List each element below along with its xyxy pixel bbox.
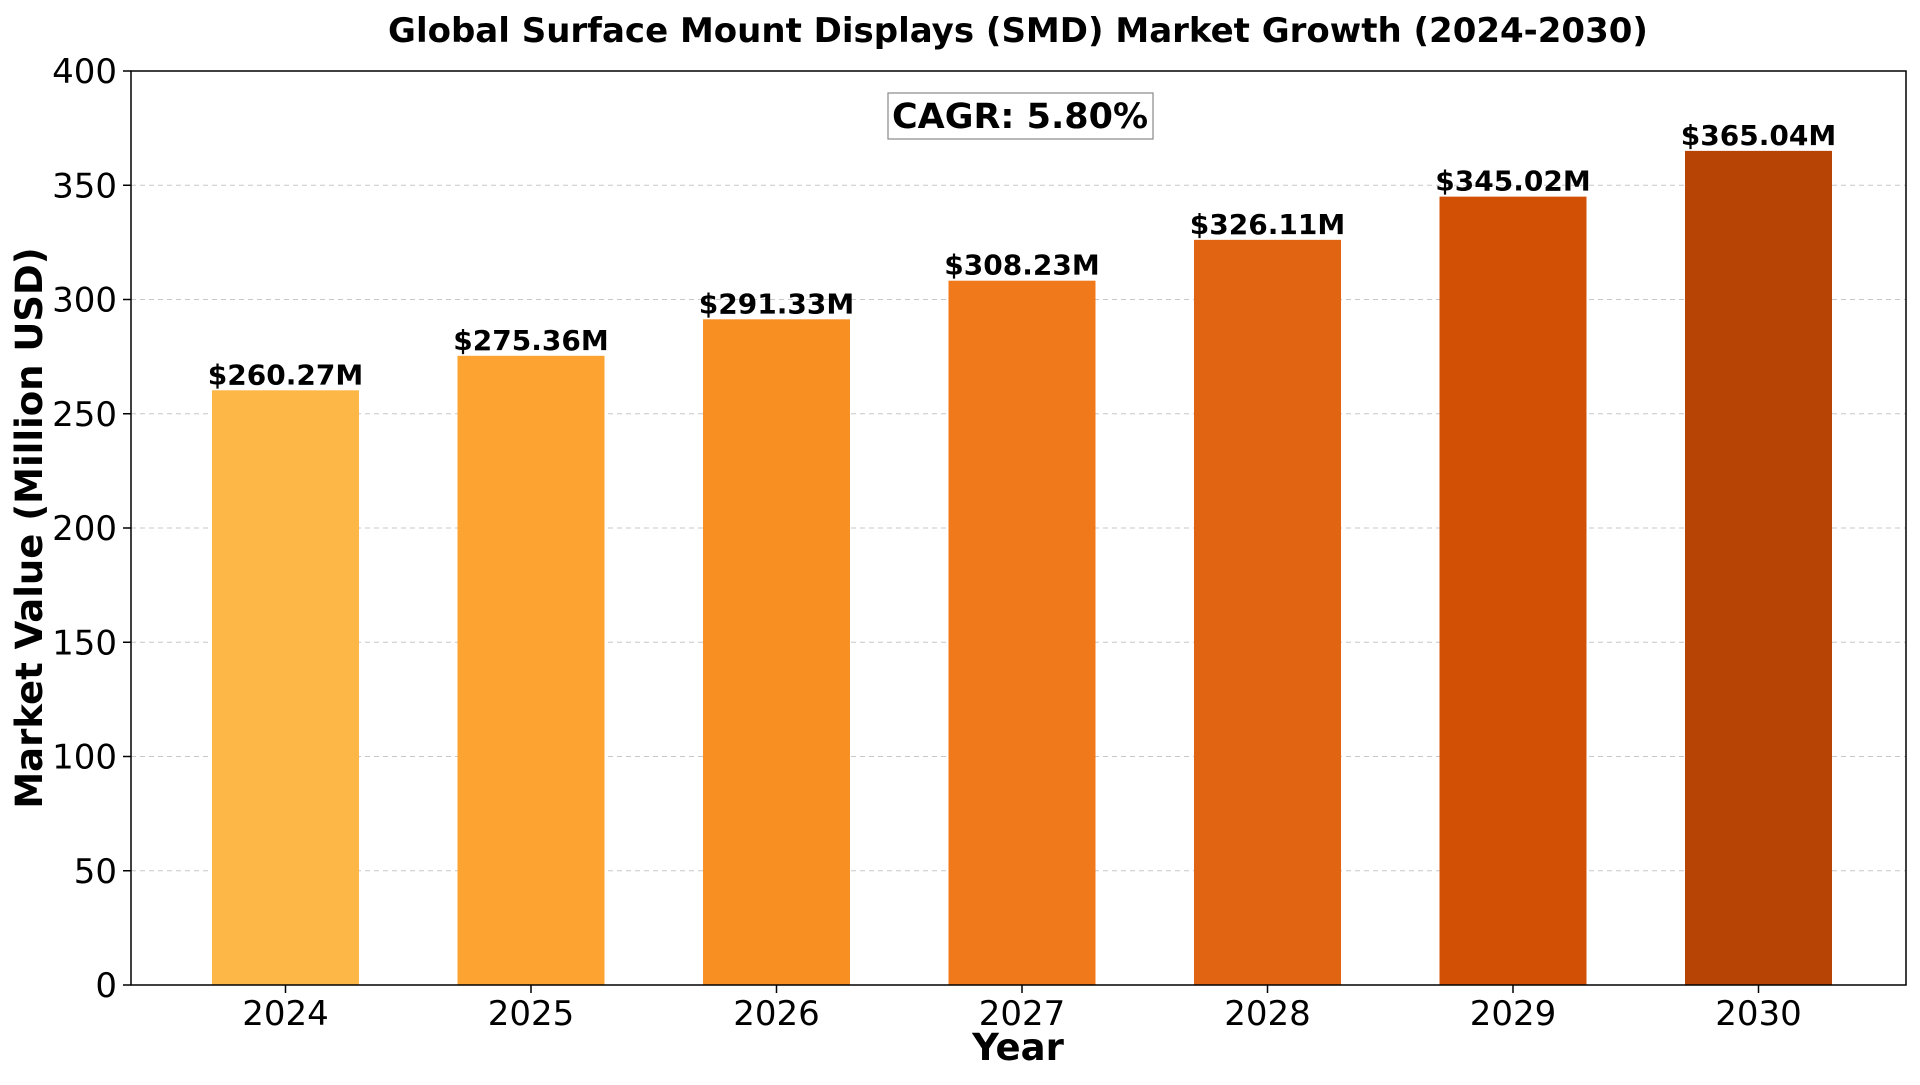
y-tick-label: 50 [74, 852, 117, 892]
bar-2029 [1439, 196, 1587, 986]
x-tick-label-2025: 2025 [488, 994, 575, 1034]
data-label-2027: $308.23M [944, 249, 1099, 282]
data-label-2024: $260.27M [208, 358, 363, 391]
y-axis-ticks: 0 50 100 150 200 250 300 350 400 [52, 52, 131, 1006]
bar-2025 [457, 355, 605, 986]
y-tick-label: 250 [52, 395, 117, 435]
x-tick-label-2024: 2024 [242, 994, 329, 1034]
bars [212, 150, 1832, 986]
x-tick-label-2026: 2026 [733, 994, 820, 1034]
cagr-annotation-text: CAGR: 5.80% [892, 97, 1148, 137]
gridlines [131, 184, 1906, 872]
bar-2028 [1194, 239, 1341, 986]
bar-2024 [212, 390, 359, 985]
data-label-2026: $291.33M [699, 287, 854, 320]
y-tick-label: 300 [52, 281, 117, 321]
y-axis-label: Market Value (Million USD) [8, 247, 51, 808]
x-axis-ticks: 2024 2025 2026 2027 2028 2029 2030 [242, 985, 1802, 1034]
y-tick-label: 0 [95, 966, 117, 1006]
y-tick-label: 200 [52, 509, 117, 549]
data-label-2025: $275.36M [453, 324, 608, 357]
x-tick-label-2028: 2028 [1224, 994, 1311, 1034]
bar-2026 [703, 319, 850, 986]
data-label-2028: $326.11M [1190, 208, 1345, 241]
cagr-annotation: CAGR: 5.80% [887, 92, 1154, 140]
data-labels: $260.27M $275.36M $291.33M $308.23M $326.11M… [208, 119, 1836, 391]
chart-title: Global Surface Mount Displays (SMD) Mark… [388, 11, 1648, 51]
data-label-2029: $345.02M [1435, 165, 1590, 198]
data-label-2030: $365.04M [1681, 119, 1836, 152]
x-tick-label-2027: 2027 [979, 994, 1066, 1034]
x-tick-label-2029: 2029 [1470, 994, 1557, 1034]
y-tick-label: 100 [52, 738, 117, 778]
x-axis-label: Year [971, 1026, 1064, 1069]
y-tick-label: 150 [52, 623, 117, 663]
bar-2027 [948, 280, 1096, 985]
bar-2030 [1685, 150, 1832, 985]
x-tick-label-2030: 2030 [1715, 994, 1802, 1034]
cagr-annotation-box [887, 92, 1154, 140]
y-tick-label: 350 [52, 166, 117, 206]
y-tick-label: 400 [52, 52, 117, 92]
